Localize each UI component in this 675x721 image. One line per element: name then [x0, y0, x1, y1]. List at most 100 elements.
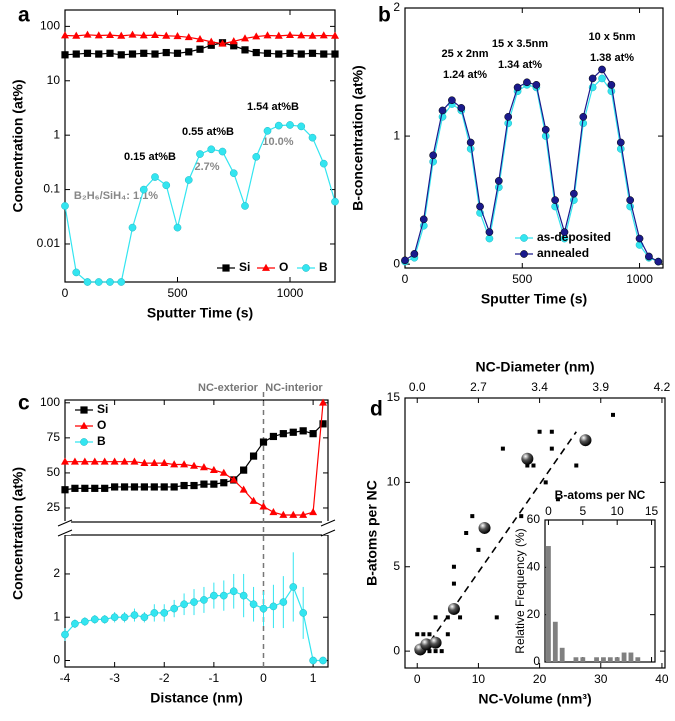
marker	[331, 50, 339, 58]
marker	[494, 183, 503, 192]
marker	[140, 49, 148, 57]
y-axis-label: B-atoms per NC	[364, 480, 380, 586]
histogram-bar	[594, 657, 599, 662]
legend-label: annealed	[537, 246, 589, 260]
histogram-bar	[552, 621, 558, 662]
axis-break	[57, 529, 73, 537]
x-tick-label: -2	[159, 671, 170, 685]
marker	[80, 617, 89, 626]
mean-point	[447, 602, 460, 615]
x-tick-label: 500	[167, 286, 187, 300]
legend-marker	[520, 234, 528, 242]
legend-label: O	[97, 418, 106, 432]
histogram-bar	[601, 657, 606, 662]
x-tick-label: 1000	[626, 272, 653, 286]
marker	[207, 41, 215, 49]
point	[500, 446, 505, 451]
point	[451, 564, 456, 569]
marker	[120, 483, 129, 491]
y-tick-label: 0.01	[37, 236, 61, 250]
annotation: 2.7%	[194, 161, 219, 173]
y-tick-label: 0	[393, 643, 400, 657]
x-tick-label: 0	[545, 504, 552, 518]
marker	[654, 257, 663, 266]
histogram-bar	[559, 647, 565, 662]
point	[458, 615, 463, 620]
point	[549, 429, 554, 434]
marker	[71, 484, 79, 492]
annotation: 1.54 at%B	[247, 101, 299, 113]
legend-label: B	[97, 434, 106, 448]
x-tick-label: 20	[533, 672, 547, 686]
y-tick-label: 60	[527, 512, 541, 526]
marker	[200, 596, 208, 604]
marker	[90, 457, 99, 465]
x-tick-label: 15	[645, 504, 659, 518]
series-line	[404, 68, 659, 263]
marker	[570, 189, 578, 198]
series-line	[64, 124, 336, 283]
marker	[274, 31, 283, 39]
marker	[190, 598, 198, 606]
marker	[229, 587, 238, 596]
series-line	[404, 77, 659, 263]
marker	[111, 483, 119, 491]
marker	[269, 602, 278, 611]
marker	[140, 458, 149, 466]
marker	[151, 173, 159, 181]
point	[476, 547, 481, 552]
marker	[560, 228, 569, 236]
marker	[196, 35, 204, 43]
legend-marker	[80, 421, 88, 429]
marker	[196, 45, 204, 53]
marker	[130, 483, 139, 491]
marker	[220, 479, 228, 487]
marker	[598, 74, 606, 83]
point	[543, 480, 548, 485]
point	[549, 446, 554, 451]
x-tick-label: 30	[594, 672, 608, 686]
point	[451, 581, 456, 586]
marker	[128, 30, 137, 38]
mean-point	[478, 521, 491, 534]
marker	[218, 147, 227, 156]
marker	[279, 430, 287, 438]
histogram-bar	[635, 657, 641, 662]
y-tick-label: 2	[53, 566, 60, 580]
marker	[128, 223, 137, 232]
histogram-bar	[546, 546, 551, 662]
point	[574, 463, 579, 468]
x-tick-label: 1000	[277, 286, 304, 300]
marker	[309, 507, 318, 516]
y-tick-label: 20	[527, 607, 541, 621]
marker	[249, 452, 258, 460]
marker	[626, 196, 635, 204]
plot-frame	[404, 397, 666, 669]
marker	[150, 458, 159, 466]
point	[433, 615, 438, 620]
y-tick-label: 1	[53, 127, 60, 141]
marker	[94, 278, 103, 286]
plot-frame	[64, 534, 329, 668]
marker	[249, 600, 258, 609]
marker	[513, 83, 522, 92]
marker	[61, 202, 69, 210]
marker	[185, 48, 193, 56]
point	[439, 649, 444, 654]
annotation: B₂H₆/SiH₄: 1.1%	[74, 190, 158, 202]
marker	[110, 613, 119, 622]
marker	[289, 583, 298, 591]
marker	[319, 420, 327, 428]
marker	[72, 268, 81, 277]
mean-point	[429, 636, 442, 649]
panel-label: b	[378, 4, 391, 27]
marker	[485, 234, 494, 243]
marker	[61, 51, 69, 59]
marker	[150, 483, 158, 491]
mean-point	[579, 434, 592, 447]
marker	[286, 121, 294, 129]
x-tick-label: 0	[62, 286, 69, 300]
annotation: 25 x 2nm	[441, 48, 488, 60]
x-tick-label: 40	[655, 672, 669, 686]
